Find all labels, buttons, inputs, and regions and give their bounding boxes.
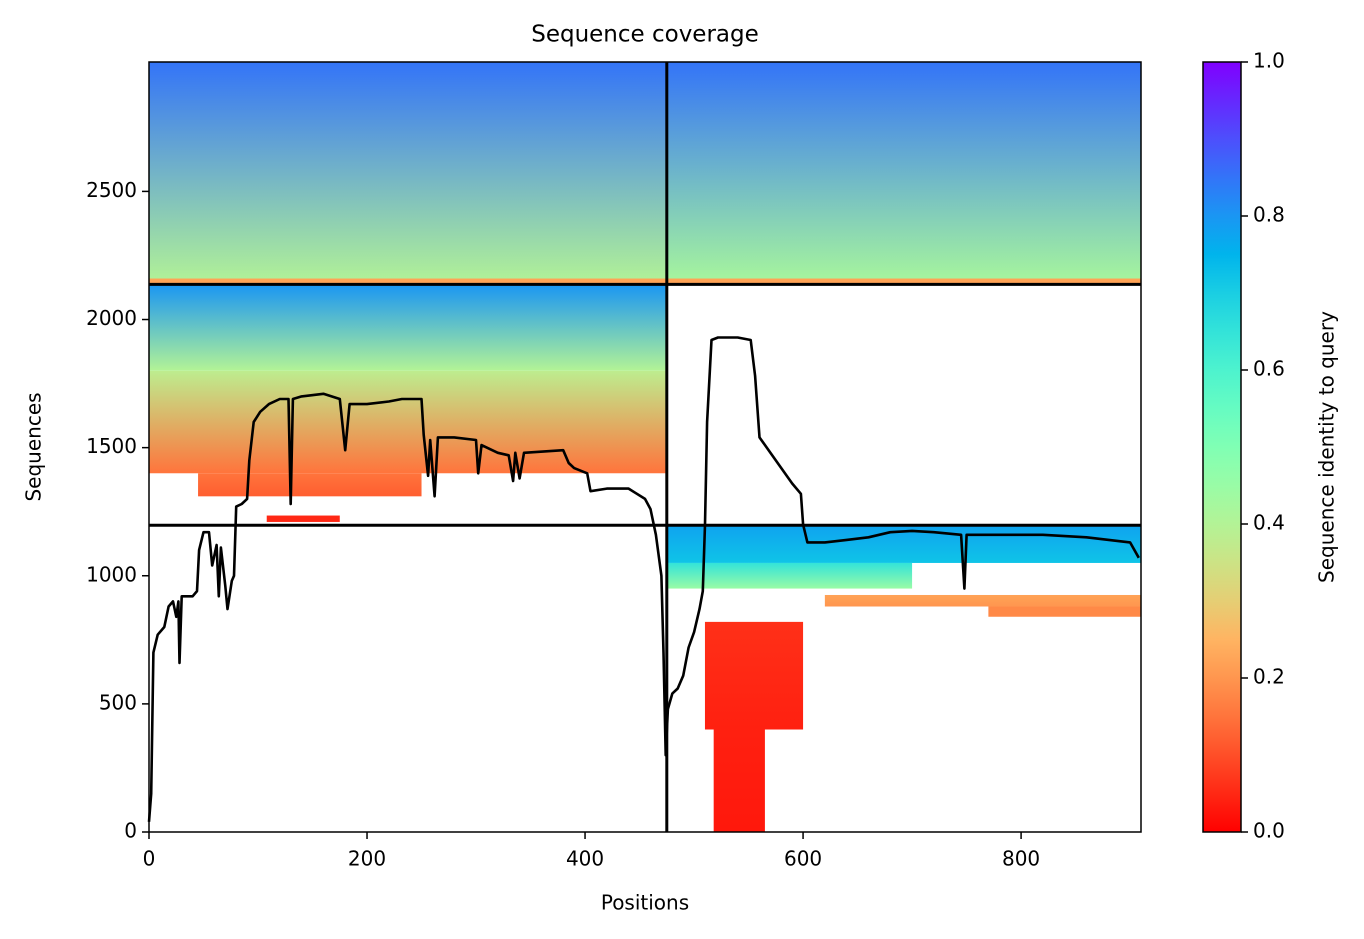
x-tick-label: 600 (784, 847, 822, 871)
x-tick-label: 0 (143, 847, 156, 871)
identity-block (149, 278, 667, 285)
y-axis-label: Sequences (22, 392, 46, 501)
identity-block (713, 729, 765, 832)
identity-block (988, 606, 1141, 617)
colorbar-tick-label: 0.6 (1253, 357, 1285, 381)
colorbar-tick-label: 0.4 (1253, 511, 1285, 535)
x-axis-label: Positions (601, 891, 689, 915)
colorbar-tick-label: 0.8 (1253, 203, 1285, 227)
identity-block (704, 621, 804, 730)
y-tick-label: 0 (124, 819, 137, 843)
identity-block (666, 278, 1141, 285)
coverage-line (147, 336, 1140, 822)
colorbar-tick-label: 1.0 (1253, 49, 1285, 73)
chart-title: Sequence coverage (531, 22, 759, 48)
identity-block (149, 370, 667, 474)
colorbar-tick-label: 0.0 (1253, 819, 1285, 843)
y-tick-label: 2500 (86, 178, 137, 202)
identity-block (266, 515, 340, 522)
identity-block (824, 594, 1141, 607)
identity-block (149, 284, 667, 371)
colorbar (1202, 61, 1242, 833)
identity-block (666, 62, 1141, 285)
colorbar-tick-label: 0.2 (1253, 665, 1285, 689)
identity-block (198, 473, 422, 497)
y-tick-label: 1000 (86, 562, 137, 586)
y-tick-label: 2000 (86, 306, 137, 330)
x-tick-label: 800 (1002, 847, 1040, 871)
x-tick-label: 400 (566, 847, 604, 871)
y-tick-label: 1500 (86, 434, 137, 458)
y-tick-label: 500 (99, 690, 137, 714)
colorbar-label: Sequence identity to query (1315, 311, 1339, 583)
x-tick-label: 200 (348, 847, 386, 871)
identity-block (666, 562, 913, 589)
identity-block (149, 62, 667, 285)
